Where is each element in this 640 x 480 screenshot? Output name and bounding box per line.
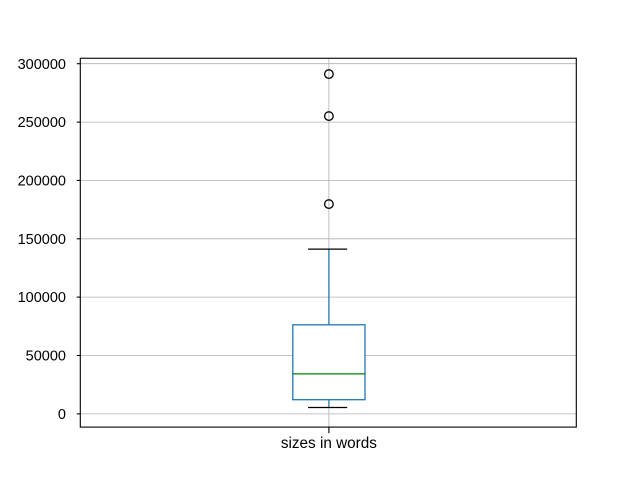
svg-text:200000: 200000 <box>18 174 66 190</box>
svg-text:sizes in words: sizes in words <box>281 435 377 452</box>
svg-text:0: 0 <box>58 407 66 423</box>
svg-text:100000: 100000 <box>18 290 66 306</box>
svg-text:50000: 50000 <box>26 349 66 365</box>
svg-text:300000: 300000 <box>18 57 66 73</box>
svg-text:250000: 250000 <box>18 115 66 131</box>
svg-text:150000: 150000 <box>18 232 66 248</box>
